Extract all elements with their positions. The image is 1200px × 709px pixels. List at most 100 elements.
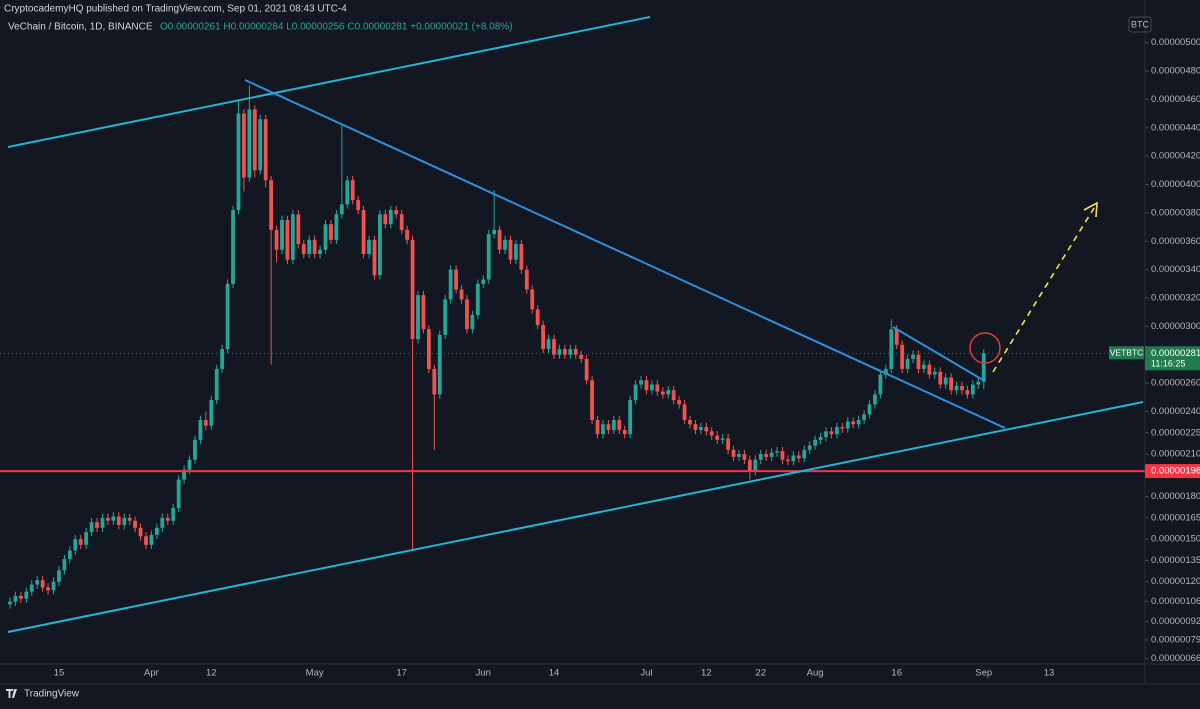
candle-body	[154, 527, 159, 535]
candle-body	[845, 421, 850, 429]
candle-body	[296, 214, 301, 245]
candle-body	[465, 299, 469, 330]
candle-body	[454, 269, 458, 290]
candle-body	[786, 459, 790, 462]
y-tick-label: 0.00000120	[1151, 576, 1200, 587]
candle-body	[834, 427, 839, 435]
countdown-label: 11:16:25	[1151, 359, 1185, 369]
candle-body	[437, 334, 442, 395]
candle-body	[970, 384, 975, 395]
candle-body	[106, 517, 110, 521]
candle-body	[655, 384, 660, 392]
candle-body	[883, 368, 888, 375]
candle-body	[938, 371, 943, 385]
candle-body	[280, 219, 284, 250]
candle-body	[650, 384, 654, 391]
candle-body	[552, 339, 556, 355]
y-tick-label: 0.00000225	[1151, 427, 1200, 438]
y-tick-label: 0.00000340	[1151, 264, 1200, 275]
candle-body	[448, 269, 453, 300]
candle-body	[660, 391, 665, 395]
x-tick-label: Jun	[476, 668, 491, 679]
candle-body	[388, 210, 393, 225]
candle-body	[688, 419, 692, 425]
candle-body	[46, 587, 50, 591]
candle-body	[225, 283, 230, 350]
y-tick-label: 0.00000320	[1151, 293, 1200, 304]
candle-body	[535, 309, 540, 325]
symbol-line: VeChain / Bitcoin, 1D, BINANCE	[8, 22, 153, 33]
descending-trendline	[244, 79, 1006, 429]
candle-body	[780, 451, 785, 460]
candle-body	[486, 234, 491, 280]
candle-body	[236, 113, 241, 211]
candle-body	[356, 200, 361, 211]
candle-body	[329, 224, 333, 240]
candle-body	[726, 438, 730, 450]
candle-body	[426, 329, 431, 369]
candle-body	[709, 431, 714, 436]
candle-body	[878, 374, 883, 395]
candle-body	[29, 584, 34, 592]
candle-body	[905, 358, 910, 369]
footer-brand: TradingView	[24, 689, 80, 700]
candle-body	[579, 354, 584, 359]
candle-body	[339, 204, 344, 215]
x-tick-label: Jul	[640, 668, 652, 679]
candle-body	[138, 527, 143, 537]
candle-body	[601, 424, 605, 435]
candle-body	[171, 507, 176, 521]
ohlc-line: O0.00000261 H0.00000284 L0.00000256 C0.0…	[160, 22, 513, 33]
candle-body	[704, 427, 709, 432]
candle-body	[410, 239, 415, 340]
candle-body	[791, 455, 796, 462]
candle-body	[67, 550, 72, 560]
candle-body	[220, 349, 225, 369]
candle-body	[432, 368, 437, 395]
candle-body	[111, 516, 116, 521]
candle-body	[383, 214, 388, 225]
candle-body	[459, 289, 464, 300]
candle-body	[927, 364, 932, 375]
candle-body	[475, 283, 480, 316]
candle-body	[144, 536, 148, 545]
candle-body	[960, 385, 964, 391]
x-tick-label: 13	[1044, 668, 1055, 679]
candle-body	[24, 591, 29, 599]
candle-body	[698, 427, 703, 430]
candle-body	[775, 451, 779, 453]
candle-body	[911, 354, 915, 359]
x-tick-label: 15	[54, 668, 65, 679]
candle-body	[443, 299, 448, 335]
candle-body	[628, 400, 633, 435]
candle-body	[802, 449, 807, 459]
candle-body	[399, 214, 404, 230]
currency-box	[1128, 16, 1152, 33]
candle-body	[89, 522, 94, 533]
candle-body	[856, 419, 861, 425]
candle-body	[193, 439, 197, 460]
candle-body	[497, 229, 502, 250]
price-line-badge	[1145, 464, 1200, 479]
candle-body	[677, 400, 682, 405]
x-tick-label: 22	[755, 668, 766, 679]
candle-body	[258, 119, 263, 171]
candle-body	[57, 570, 61, 582]
candle-body	[8, 601, 12, 605]
candle-body	[127, 517, 132, 521]
candle-body	[372, 239, 377, 276]
candle-body	[247, 109, 252, 178]
candle-body	[796, 455, 801, 459]
price-line-label: 0.00000198	[1151, 466, 1200, 477]
candle-body	[209, 400, 214, 426]
candle-body	[916, 354, 921, 369]
candle-body	[862, 414, 866, 420]
candle-body	[367, 239, 371, 255]
candle-body	[867, 404, 872, 415]
candle-body	[807, 445, 812, 450]
candle-body	[514, 244, 518, 260]
last-price-badge	[1145, 346, 1200, 371]
candle-body	[590, 380, 594, 420]
y-tick-label: 0.00000150	[1151, 534, 1200, 545]
